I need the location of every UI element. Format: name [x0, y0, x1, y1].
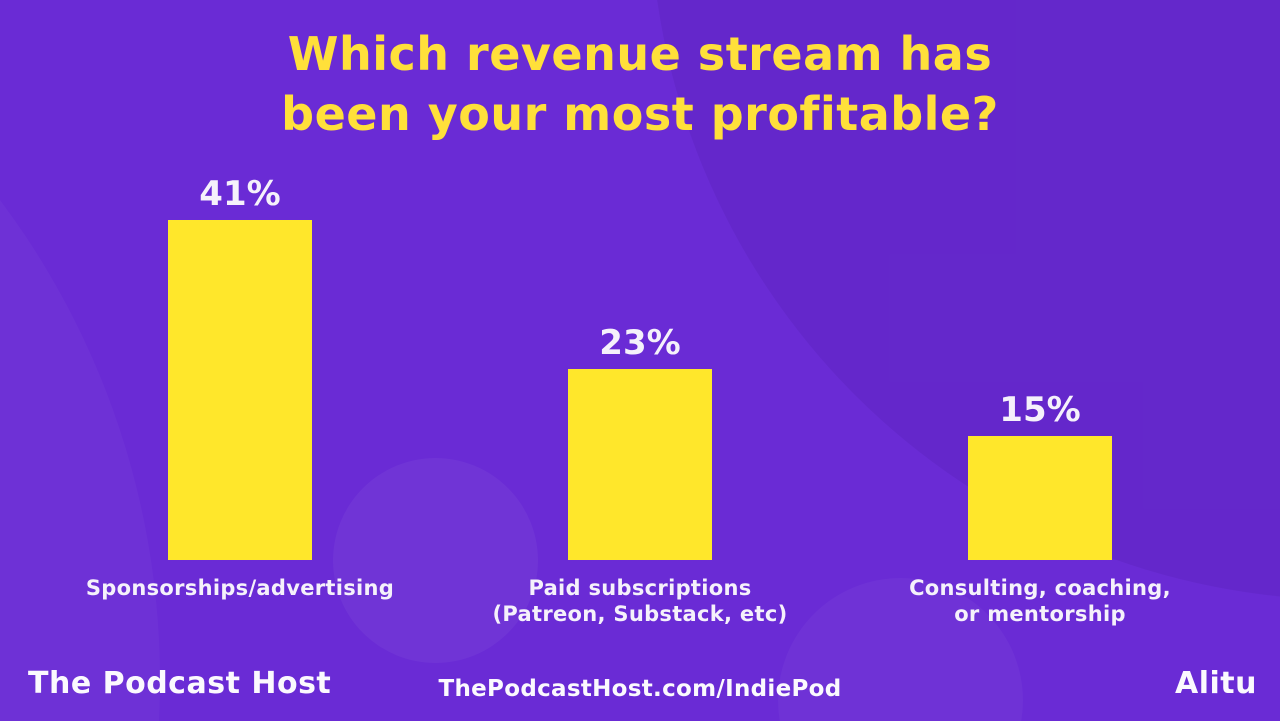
footer-url: ThePodcastHost.com/IndiePod — [438, 676, 842, 702]
bar-category-label: Sponsorships/advertising — [70, 575, 410, 601]
bar-consulting — [968, 436, 1112, 560]
brand-logo-the-podcast-host: The Podcast Host — [28, 666, 332, 701]
bar-category-label: Consulting, coaching, or mentorship — [870, 575, 1210, 627]
bar-value-label: 41% — [199, 174, 281, 214]
bar-value-label: 15% — [999, 390, 1081, 430]
bar-chart: 41% Sponsorships/advertising 23% Paid su… — [0, 160, 1280, 626]
category-line: Consulting, coaching, — [909, 576, 1171, 600]
bar-group-paid-subscriptions: 23% Paid subscriptions (Patreon, Substac… — [470, 160, 810, 626]
bar-value-label: 23% — [599, 323, 681, 363]
bar-group-consulting: 15% Consulting, coaching, or mentorship — [870, 160, 1210, 626]
bar-paid-subscriptions — [568, 369, 712, 560]
chart-title-line2: been your most profitable? — [281, 87, 999, 141]
brand-logo-alitu: Alitu — [1175, 666, 1257, 701]
bar-group-sponsorships: 41% Sponsorships/advertising — [70, 160, 410, 600]
chart-title-line1: Which revenue stream has — [287, 27, 993, 81]
category-line: or mentorship — [954, 602, 1126, 626]
category-line: Sponsorships/advertising — [85, 576, 395, 600]
category-line: Paid subscriptions — [528, 576, 752, 600]
chart-title: Which revenue stream has been your most … — [0, 24, 1280, 144]
bar-sponsorships — [168, 220, 312, 560]
category-line: (Patreon, Substack, etc) — [492, 602, 788, 626]
bar-category-label: Paid subscriptions (Patreon, Substack, e… — [470, 575, 810, 627]
